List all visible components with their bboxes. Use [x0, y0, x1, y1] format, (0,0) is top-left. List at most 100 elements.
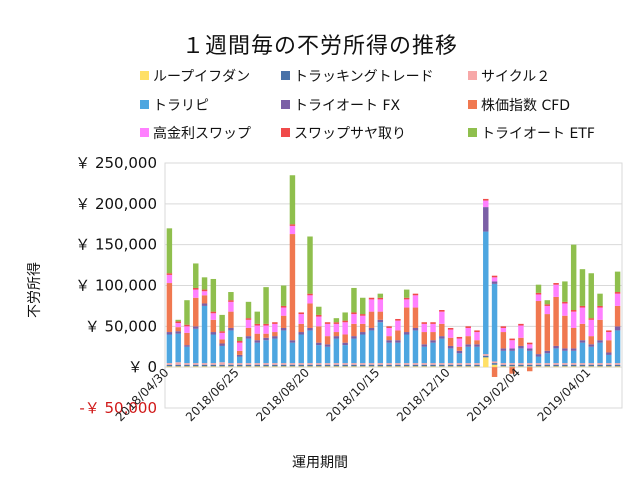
bar-segment	[193, 363, 199, 365]
bar-segment	[377, 363, 384, 365]
bar-segment	[333, 366, 340, 368]
bar-segment	[403, 366, 410, 368]
bar-segment	[544, 304, 551, 306]
bar-segment	[219, 314, 225, 332]
bar-segment	[351, 338, 357, 364]
bar-segment	[175, 331, 181, 334]
bar-segment	[245, 366, 252, 368]
bar-segment	[439, 363, 445, 365]
bar-segment	[228, 364, 234, 367]
bar-segment	[228, 363, 234, 365]
bar-segment	[272, 322, 278, 324]
bar-segment	[395, 340, 401, 343]
bar-segment	[491, 283, 498, 362]
bar-segment	[614, 271, 621, 293]
bar-segment	[395, 364, 401, 367]
bar-segment	[236, 341, 243, 343]
bar-segment	[184, 364, 190, 367]
bar-segment	[483, 231, 489, 355]
bar-segment	[527, 364, 533, 367]
bar-segment	[535, 301, 542, 355]
bar-segment	[263, 364, 269, 367]
bar-segment	[316, 306, 322, 315]
bar-segment	[535, 354, 542, 357]
bar-segment	[254, 340, 260, 343]
bar-segment	[184, 300, 190, 325]
bar-segment	[245, 338, 252, 364]
bar-segment	[614, 292, 621, 294]
bar-segment	[474, 340, 480, 345]
bar-segment	[280, 285, 287, 306]
bar-segment	[298, 364, 304, 367]
bar-segment	[324, 323, 331, 337]
bar-segment	[201, 363, 208, 365]
bar-segment	[210, 319, 217, 333]
bar-segment	[342, 363, 348, 365]
bar-segment	[316, 326, 322, 343]
bar-segment	[166, 273, 173, 275]
bar-segment	[544, 364, 551, 367]
bar-segment	[193, 364, 199, 367]
bar-segment	[280, 315, 287, 328]
bar-segment	[298, 332, 304, 335]
bar-segment	[588, 319, 594, 337]
bar-segment	[491, 275, 498, 278]
bar-segment	[360, 334, 366, 364]
bar-segment	[403, 297, 410, 300]
bar-segment	[351, 314, 357, 324]
bar-segment	[553, 296, 559, 346]
bar-segment	[289, 234, 296, 341]
bar-segment	[483, 354, 489, 356]
bar-segment	[184, 326, 190, 333]
legend-label: トラッキングトレード	[294, 69, 434, 85]
bar-segment	[228, 300, 234, 302]
bar-segment	[562, 366, 568, 368]
bar-segment	[447, 327, 454, 330]
bar-segment	[535, 356, 542, 364]
bar-segment	[289, 340, 296, 343]
bar-segment	[386, 366, 392, 368]
bar-segment	[263, 337, 269, 341]
bar-segment	[193, 328, 199, 364]
bar-segment	[535, 294, 542, 302]
bar-segment	[219, 362, 225, 365]
bar-segment	[219, 332, 225, 340]
bar-segment	[465, 326, 471, 328]
bar-segment	[377, 322, 384, 364]
bar-segment	[236, 342, 243, 351]
bar-segment	[228, 327, 234, 331]
bar-segment	[263, 366, 269, 368]
legend-item-loop-ifdone: ループイフダン	[140, 66, 250, 86]
y-tick-label: ￥ 0	[128, 358, 157, 376]
bar-segment	[360, 297, 366, 315]
bar-segment	[491, 367, 498, 377]
bar-segment	[377, 319, 384, 323]
bar-segment	[228, 330, 234, 364]
legend-item-swap-arbitrage: スワップサヤ取り	[281, 123, 406, 143]
chart-title: １週間毎の不労所得の推移	[181, 34, 458, 59]
bar-segment	[166, 334, 173, 364]
bar-segment	[219, 366, 225, 368]
bar-segment	[509, 366, 515, 368]
bar-segment	[439, 338, 445, 364]
bar-segment	[421, 323, 427, 333]
bar-segment	[289, 224, 296, 226]
bar-segment	[606, 366, 612, 368]
bar-segment	[456, 364, 463, 367]
bar-segment	[254, 366, 260, 368]
bar-segment	[606, 332, 612, 341]
bar-segment	[474, 346, 480, 364]
bar-segment	[263, 325, 269, 334]
bar-segment	[562, 350, 568, 364]
bar-segment	[166, 274, 173, 284]
bar-segment	[544, 314, 551, 351]
bar-segment	[324, 344, 331, 347]
bar-segment	[254, 363, 260, 365]
bar-segment	[351, 366, 357, 368]
bar-segment	[588, 366, 594, 368]
bar-segment	[439, 311, 445, 324]
bar-segment	[289, 364, 296, 367]
bar-segment	[210, 363, 217, 365]
legend-item-index-cfd: 株価指数 CFD	[468, 95, 570, 115]
